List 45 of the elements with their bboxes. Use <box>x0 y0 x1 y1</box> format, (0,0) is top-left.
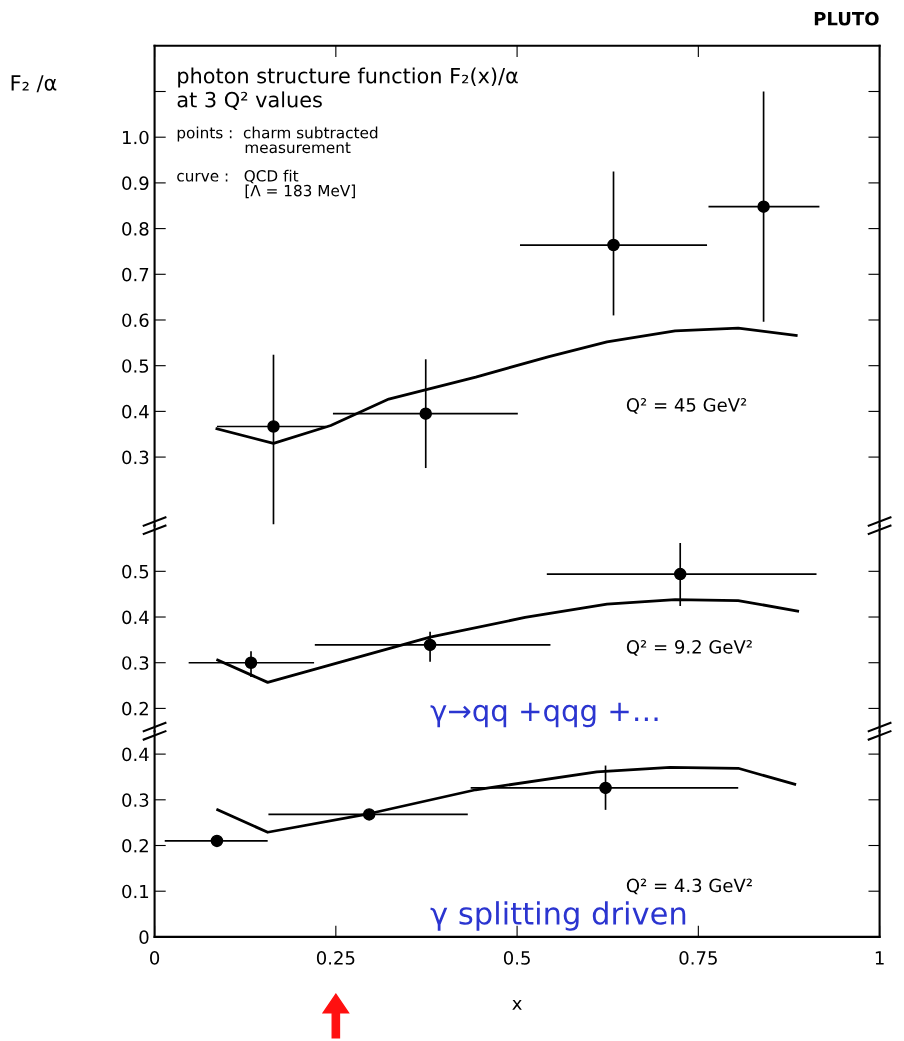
y-tick-label: 0.2 <box>122 701 148 716</box>
y-tick-label: 0.2 <box>122 838 148 853</box>
y-axis-title: F₂ /α <box>11 75 57 93</box>
y-tick-label: 1.0 <box>122 130 149 145</box>
point <box>244 656 258 669</box>
annotation: γ→qq +qqg +… <box>430 702 658 728</box>
annotation: Q² = 9.2 GeV² <box>626 640 752 656</box>
x-axis-title: x <box>512 999 522 1010</box>
point <box>423 638 437 652</box>
point <box>607 238 620 252</box>
text: photon structure function F₂(x)/α <box>178 67 518 88</box>
y-tick-label: 0.1 <box>122 884 149 899</box>
y-tick-label: 0.4 <box>122 404 149 419</box>
x-tick-label: 0 <box>150 951 160 965</box>
y-tick-label: 0.6 <box>122 313 149 328</box>
annotation: Q² = 4.3 GeV² <box>626 878 752 895</box>
x-tick-label: 0.75 <box>679 951 717 965</box>
x-tick-label: 0.5 <box>503 951 530 965</box>
point <box>267 420 280 433</box>
point <box>673 567 687 581</box>
annotation: Q² = 45 GeV² <box>626 398 747 414</box>
y-tick-label: 0 <box>139 930 149 945</box>
point <box>757 200 770 213</box>
y-tick-label: 0.3 <box>122 793 149 807</box>
y-tick-label: 0.8 <box>122 222 149 236</box>
y-tick-label: 0.7 <box>122 267 149 282</box>
y-tick-label: 0.3 <box>122 656 149 670</box>
annotation: points : charm subtracted measurement <box>177 126 378 154</box>
line-series <box>216 765 797 834</box>
point <box>210 834 224 848</box>
x-tick-label: 0.25 <box>316 951 355 965</box>
y-tick-label: 0.4 <box>122 747 149 762</box>
y-tick-label: 0.5 <box>122 359 149 373</box>
y-tick-label: 0.5 <box>122 564 149 579</box>
point <box>599 781 612 795</box>
y-tick-label: 0.4 <box>122 610 149 625</box>
annotation: curve : QCD fit [Λ = 183 MeV] <box>177 169 355 199</box>
text: at 3 Q² values <box>177 91 322 110</box>
point <box>419 407 432 420</box>
y-tick-label: 0.3 <box>122 450 149 465</box>
point <box>362 808 376 821</box>
annotation: γ splitting driven <box>430 901 686 931</box>
x-tick-label: 1 <box>875 951 884 965</box>
y-tick-label: 0.9 <box>122 176 149 191</box>
text: PLUTO <box>814 11 879 26</box>
